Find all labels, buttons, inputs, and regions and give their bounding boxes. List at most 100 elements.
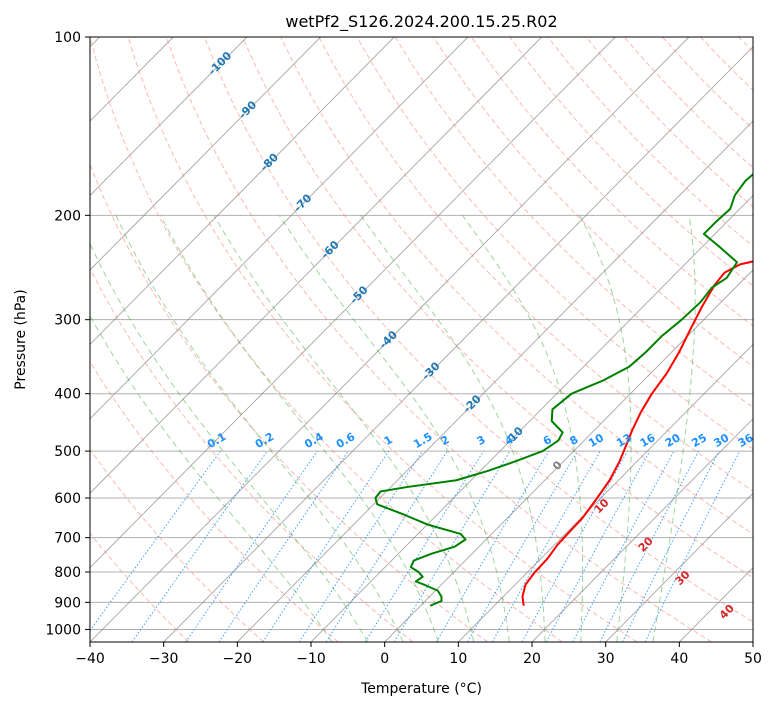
dry-adiabat-line [165,37,712,642]
dry-adiabat-line [90,532,190,642]
moist-adiabat-line [115,215,404,642]
x-tick-label: −10 [296,651,326,667]
moist-adiabat-line [278,215,510,642]
mixing-ratio-line [599,450,700,642]
mixing-ratio-line [545,450,651,642]
isotherm-line [531,418,753,642]
mixing-ratio-line [90,450,221,632]
isotherm-line [605,492,753,642]
isotherm-line [90,37,542,494]
x-tick-label: 50 [744,651,762,667]
plot-frame [89,36,754,643]
y-tick-label: 800 [54,565,81,581]
y-tick-label: 500 [54,444,81,460]
x-tick-label: 10 [449,651,467,667]
x-tick-label: 0 [380,651,389,667]
isotherm-line [163,46,753,642]
y-tick-label: 1000 [45,622,81,638]
moist-adiabat-line [90,314,333,642]
mixing-ratio-line [298,450,423,642]
wetbulb-label: 40 [717,602,737,622]
moist-adiabat-line [360,215,546,642]
y-axis-label: Pressure (hPa) [13,289,29,389]
x-tick-label: −30 [149,651,179,667]
y-tick-label: 400 [54,387,81,403]
y-tick-label: 900 [54,595,81,611]
dry-adiabat-line [90,448,264,642]
y-tick-label: 700 [54,531,81,547]
mixing-ratio-line [572,450,675,642]
mixing-ratio-label: 3 [475,433,488,448]
isotherm-line [90,37,616,569]
dry-adiabat-line [738,37,753,53]
isotherm-line [90,37,321,271]
dry-adiabat-line [356,37,753,450]
isotherm-line [90,37,395,345]
x-tick-label: −20 [223,651,253,667]
moist-adiabat-line [652,215,696,642]
x-tick-label: 40 [670,651,688,667]
mixing-ratio-label: 0.6 [334,430,358,451]
moist-adiabat-line [213,215,475,642]
y-tick-label: 100 [54,30,81,46]
mixing-ratio-line [393,450,511,642]
mixing-ratio-line [521,450,629,642]
mixing-ratio-label: 30 [711,431,731,450]
dry-adiabat-line [127,37,638,642]
dry-adiabat-line [700,37,753,91]
isotherm-line [752,641,753,642]
background-lines [90,37,753,642]
y-tick-label: 300 [54,313,81,329]
x-tick-label: 20 [523,651,541,667]
temperature-profile-line [521,260,753,606]
mixing-ratio-label: 2 [439,433,452,448]
mixing-ratio-line [131,450,268,642]
isotherm-line [237,120,753,642]
dry-adiabat-line [432,37,753,368]
isotherm-line [90,37,469,420]
moist-adiabat-line [461,215,584,642]
x-axis-label: Temperature (°C) [360,681,482,697]
x-tick-label: 30 [597,651,615,667]
isotherm-line [384,269,753,642]
moist-adiabat-line [579,215,632,642]
dry-adiabat-line [471,37,753,327]
dry-adiabat-line [203,37,753,623]
mixing-ratio-label: 1 [382,433,395,448]
mixing-ratio-label: 10 [586,431,606,450]
dry-adiabat-line [90,163,488,642]
dewpoint-profile-line [374,172,753,607]
mixing-ratio-line [621,450,720,642]
isotherm-line [90,37,248,197]
mixing-ratio-line [185,450,318,642]
mixing-ratio-label: 16 [638,431,658,450]
chart-title: wetPf2_S126.2024.200.15.25.R02 [285,12,557,32]
y-axis: 1000 900 800 700 600 500 400 300 200 100 [45,30,90,638]
mixing-ratio-line [491,450,601,642]
mixing-ratio-label: 1.5 [411,430,434,451]
isotherm-line [90,37,690,642]
isotherm-line [458,343,753,642]
moist-adiabat-line [90,242,369,642]
profile-lines [374,172,753,607]
dry-adiabat-line [90,267,414,642]
mixing-ratio-label: 6 [541,433,554,448]
dry-adiabat-line [318,37,753,492]
y-tick-label: 200 [54,208,81,224]
wetbulb-label: 0 [550,458,565,473]
mixing-ratio-line [262,450,390,642]
mixing-ratio-line [325,450,448,642]
dry-adiabat-line [280,37,753,535]
x-axis: −40 −30 −20 −10 0 10 20 30 40 50 [75,642,762,667]
moist-adiabat-line [160,215,439,642]
mixing-ratio-label: 20 [663,431,683,450]
mixing-ratio-line [218,450,349,642]
mixing-ratio-label: 25 [689,431,709,450]
x-tick-label: −40 [75,651,105,667]
mixing-ratio-label: 0.4 [302,430,326,451]
wetbulb-label: 10 [592,496,612,516]
y-tick-label: 600 [54,491,81,507]
dry-adiabat-line [661,37,753,130]
